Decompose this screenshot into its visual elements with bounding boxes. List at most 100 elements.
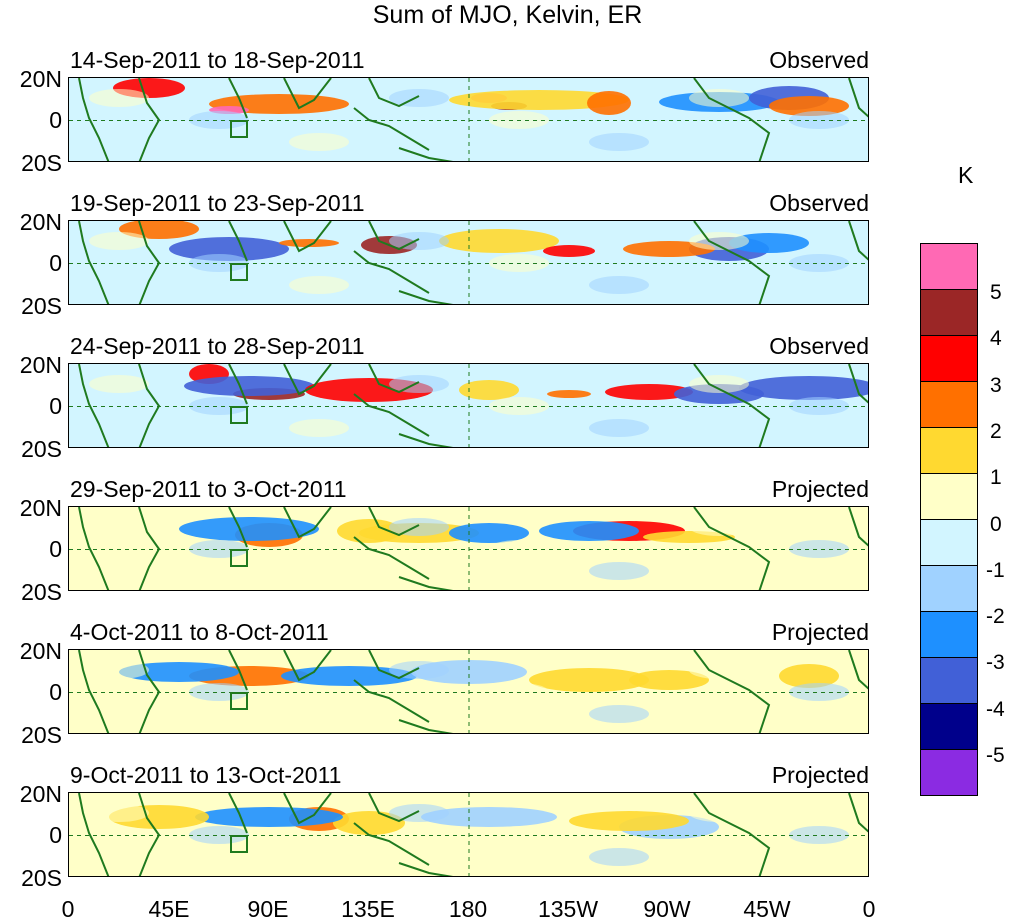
coastline: [353, 107, 430, 151]
coastline: [283, 221, 332, 253]
anomaly-contour-region: [89, 232, 149, 250]
anomaly-contour-region: [529, 668, 649, 692]
anomaly-contour-region: [289, 705, 349, 723]
coastline: [78, 650, 110, 733]
anomaly-contour-region: [89, 89, 149, 107]
coastline: [398, 290, 454, 304]
anomaly-contour-region: [189, 826, 249, 844]
anomaly-contour-region: [689, 518, 749, 536]
panel-date-range: 4-Oct-2011 to 8-Oct-2011: [70, 619, 329, 645]
anomaly-contour-region: [779, 664, 839, 688]
anomaly-contour-region: [689, 804, 749, 822]
anomaly-contour-region: [589, 419, 649, 437]
anomaly-map-panel: [68, 220, 869, 305]
anomaly-contour-region: [389, 804, 449, 822]
longitude-tick-label: 45E: [148, 896, 190, 922]
colorbar-swatch: [920, 335, 978, 382]
panel-date-range: 9-Oct-2011 to 13-Oct-2011: [70, 762, 342, 788]
anomaly-contour-map: [69, 793, 868, 876]
latitude-tick-label: 20S: [21, 722, 62, 748]
coastline: [353, 393, 430, 437]
coastline: [78, 364, 110, 447]
anomaly-contour-region: [689, 89, 749, 107]
coastline: [693, 793, 771, 876]
latitude-tick-label: 20N: [19, 66, 62, 92]
anomaly-contour-region: [689, 661, 749, 679]
anomaly-contour-region: [543, 245, 595, 257]
coastline: [228, 793, 248, 834]
anomaly-contour-region: [789, 254, 849, 272]
colorbar-swatch: [920, 565, 978, 612]
panel-status: Observed: [769, 47, 869, 73]
anomaly-contour-region: [623, 241, 715, 257]
anomaly-contour-region: [539, 521, 639, 541]
colorbar-swatch: [920, 473, 978, 520]
coastline: [368, 507, 420, 537]
anomaly-contour-region: [189, 397, 249, 415]
anomaly-contour-region: [689, 232, 749, 250]
coastline: [848, 221, 868, 261]
anomaly-map-panel: [68, 792, 869, 877]
anomaly-contour-map: [69, 364, 868, 447]
latitude-tick-label: 20S: [21, 150, 62, 176]
coastline: [283, 793, 332, 825]
colorbar-swatch: [920, 427, 978, 474]
colorbar-tick-label: -5: [986, 744, 1005, 767]
anomaly-contour-region: [289, 848, 349, 866]
colorbar-tick-label: 1: [990, 466, 1002, 490]
longitude-tick-label: 135E: [341, 896, 395, 922]
anomaly-contour-region: [789, 540, 849, 558]
anomaly-contour-map: [69, 221, 868, 304]
colorbar-swatch: [920, 243, 978, 290]
coastline: [398, 719, 454, 733]
anomaly-contour-region: [389, 232, 449, 250]
coastline: [848, 364, 868, 404]
panel-status: Projected: [771, 762, 869, 788]
anomaly-contour-region: [195, 807, 343, 827]
coastline: [368, 793, 420, 823]
longitude-tick-label: 45W: [743, 896, 791, 922]
longitude-tick-label: 0: [862, 896, 876, 922]
anomaly-contour-region: [689, 375, 749, 393]
anomaly-contour-region: [547, 390, 591, 398]
anomaly-contour-region: [789, 826, 849, 844]
coastline: [283, 364, 332, 396]
anomaly-contour-region: [89, 518, 149, 536]
coastline: [228, 507, 248, 548]
anomaly-contour-region: [289, 562, 349, 580]
longitude-tick-label: 135W: [537, 896, 599, 922]
anomaly-contour-region: [739, 376, 868, 400]
colorbar-swatch: [920, 657, 978, 704]
anomaly-contour-map: [69, 507, 868, 590]
latitude-tick-label: 20N: [19, 638, 62, 664]
colorbar-tick-label: 5: [990, 281, 1002, 304]
anomaly-contour-region: [389, 518, 449, 536]
anomaly-contour-region: [189, 540, 249, 558]
anomaly-contour-region: [589, 133, 649, 151]
coastline: [848, 793, 868, 833]
panel-date-range: 19-Sep-2011 to 23-Sep-2011: [70, 190, 365, 216]
longitude-tick-label: 90E: [247, 896, 289, 922]
anomaly-contour-region: [421, 807, 557, 827]
anomaly-contour-region: [789, 397, 849, 415]
anomaly-contour-map: [69, 650, 868, 733]
anomaly-contour-region: [189, 254, 249, 272]
anomaly-contour-region: [89, 661, 149, 679]
anomaly-contour-map: [69, 78, 868, 161]
anomaly-contour-region: [589, 848, 649, 866]
coastline: [398, 576, 454, 590]
latitude-tick-label: 0: [49, 679, 62, 705]
colorbar-tick-label: 2: [990, 419, 1002, 443]
panel-status: Observed: [769, 333, 869, 359]
coastline: [228, 221, 248, 262]
anomaly-contour-region: [179, 517, 319, 541]
anomaly-contour-region: [769, 96, 849, 116]
coastline: [398, 862, 454, 876]
colorbar-swatch: [920, 519, 978, 566]
anomaly-contour-region: [289, 133, 349, 151]
latitude-tick-label: 0: [49, 822, 62, 848]
anomaly-contour-region: [184, 376, 314, 396]
anomaly-map-panel: [68, 649, 869, 734]
anomaly-contour-region: [589, 276, 649, 294]
panel-date-range: 14-Sep-2011 to 18-Sep-2011: [70, 47, 365, 73]
